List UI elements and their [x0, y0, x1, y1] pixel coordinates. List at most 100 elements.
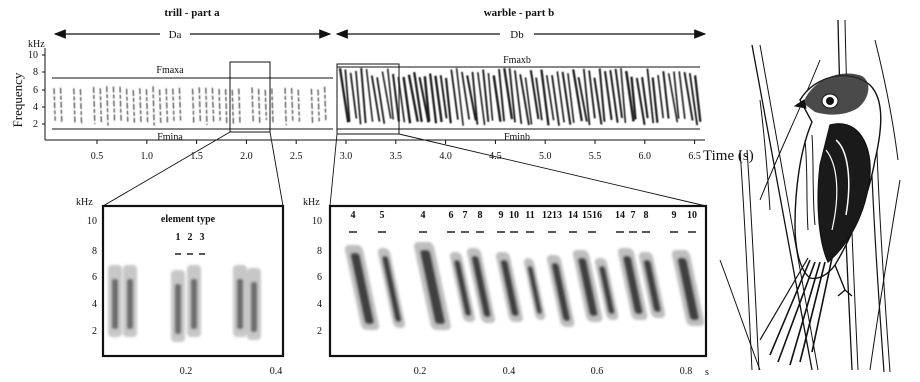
- left-y-tick-label: 8: [92, 246, 97, 257]
- warble-element: [351, 73, 357, 119]
- top-x-title: Time (s): [703, 148, 754, 164]
- left-x-tick-label: 0.4: [270, 366, 283, 377]
- trill-element: [113, 86, 114, 122]
- fmin-b-label: Fminb: [504, 132, 530, 143]
- trill-element: [219, 89, 220, 121]
- left-y-ticks: 108642: [87, 216, 97, 337]
- connector-a-left: [103, 132, 230, 206]
- top-y-title: Frequency: [10, 72, 25, 127]
- warble-element: [404, 77, 410, 123]
- section-a-label: trill - part a: [164, 7, 220, 19]
- connector-b-left: [330, 134, 337, 206]
- top-y-unit: kHz: [28, 39, 45, 50]
- trill-element: [311, 89, 312, 124]
- warble-element: [573, 69, 582, 121]
- right-x-tick-label: 0.6: [591, 366, 604, 377]
- top-y-tick-label: 10: [28, 50, 38, 61]
- right-element-numbers: 4 5 4 6 7 8 9 10 11 1213 14 1516 14 7 8 9 10: [349, 210, 697, 232]
- trill-element: [226, 89, 227, 125]
- trill-element: [239, 89, 240, 124]
- element-core: [237, 279, 243, 329]
- right-y-tick-label: 4: [317, 299, 322, 310]
- trill-element: [173, 89, 174, 121]
- warble-note: [495, 252, 524, 322]
- warble-note: [344, 245, 380, 330]
- element-number: 7: [463, 210, 468, 221]
- connector-a-right: [270, 132, 283, 206]
- element-number: 1: [176, 232, 181, 243]
- warble-element: [647, 69, 653, 123]
- warble-note: [377, 248, 406, 328]
- element-number: 8: [644, 210, 649, 221]
- left-y-tick-label: 4: [92, 299, 97, 310]
- warble-element: [674, 72, 679, 119]
- left-panel-title: element type: [161, 214, 216, 225]
- trill-element: [298, 90, 299, 122]
- warble-element: [435, 76, 441, 122]
- fmax-b-label: Fmaxb: [503, 55, 531, 66]
- right-x-ticks: 0.2 0.4 0.6 0.8: [414, 366, 693, 377]
- warble-note: [671, 250, 705, 326]
- element-number: 1213: [542, 210, 562, 221]
- left-spectrogram: [108, 265, 261, 342]
- connector-b-right: [399, 134, 706, 206]
- warble-element: [653, 77, 658, 122]
- duration-a-label: Da: [169, 29, 182, 41]
- top-x-tick-label: 6.5: [688, 151, 701, 162]
- element-number: 8: [478, 210, 483, 221]
- trill-element: [94, 87, 95, 124]
- trill-element: [259, 89, 260, 125]
- element-number: 11: [525, 210, 534, 221]
- element-number: 7: [631, 210, 636, 221]
- trill-element: [265, 90, 266, 120]
- right-y-ticks: 10 8 6 4 2: [312, 216, 322, 337]
- warble-element: [531, 70, 539, 119]
- trill-element: [179, 88, 180, 121]
- element-number: 14: [568, 210, 578, 221]
- element-number: 3: [200, 232, 205, 243]
- trill-element: [54, 88, 55, 120]
- trill-element: [80, 89, 81, 124]
- top-x-tick-label: 3.0: [340, 151, 353, 162]
- top-x-tick-label: 4.0: [439, 151, 452, 162]
- element-number: 9: [672, 210, 677, 221]
- left-y-unit: kHz: [76, 197, 93, 208]
- trill-element: [74, 88, 75, 122]
- trill-element: [127, 89, 128, 122]
- right-y-tick-label: 2: [317, 326, 322, 337]
- trill-element: [61, 88, 62, 123]
- top-x-tick-label: 2.0: [240, 151, 253, 162]
- trill-element: [212, 88, 213, 122]
- element-number: 9: [499, 210, 504, 221]
- warble-element: [589, 70, 595, 118]
- zoom-box-a: [230, 62, 270, 132]
- top-x-tick-label: 3.5: [390, 151, 403, 162]
- top-x-tick-label: 1.0: [141, 151, 154, 162]
- trill-element: [140, 88, 141, 122]
- warble-note: [546, 255, 575, 327]
- trill-element: [199, 87, 200, 122]
- top-x-tick-label: 1.5: [190, 151, 203, 162]
- left-y-tick-label: 6: [92, 272, 97, 283]
- section-b-label: warble - part b: [484, 7, 555, 19]
- top-x-tick-label: 2.5: [290, 151, 303, 162]
- trill-element: [160, 90, 161, 123]
- top-x-tick-label: 0.5: [91, 151, 104, 162]
- trill-element: [325, 87, 326, 121]
- trill-element: [100, 88, 101, 123]
- top-x-tick-label: 5.0: [539, 151, 552, 162]
- top-x-tick-label: 6.0: [639, 151, 652, 162]
- trill-element: [318, 89, 319, 121]
- element-core: [175, 284, 181, 334]
- right-x-tick-label: 0.4: [503, 366, 516, 377]
- top-x-ticks: 0.51.01.52.02.53.03.54.04.55.05.56.06.5: [91, 140, 701, 162]
- trill-element: [285, 88, 286, 125]
- warble-element: [488, 73, 492, 121]
- warble-element: [679, 71, 685, 119]
- trill-element: [166, 88, 167, 122]
- left-x-ticks: 0.2 0.4: [180, 366, 283, 377]
- right-x-tick-label: 0.2: [414, 366, 427, 377]
- element-number: 10: [509, 210, 519, 221]
